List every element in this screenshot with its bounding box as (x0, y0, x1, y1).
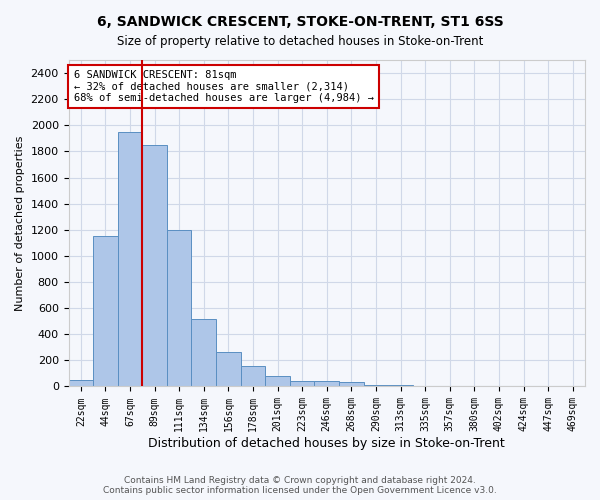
Bar (314, 380, 339, 386)
Bar (142, 145, 167, 386)
Text: 6, SANDWICK CRESCENT, STOKE-ON-TRENT, ST1 6SS: 6, SANDWICK CRESCENT, STOKE-ON-TRENT, ST… (97, 15, 503, 29)
Bar (118, 132, 142, 386)
Bar (265, 376, 290, 386)
Bar (364, 385, 388, 386)
Y-axis label: Number of detached properties: Number of detached properties (15, 136, 25, 311)
X-axis label: Distribution of detached houses by size in Stoke-on-Trent: Distribution of detached houses by size … (148, 437, 505, 450)
Text: Contains HM Land Registry data © Crown copyright and database right 2024.
Contai: Contains HM Land Registry data © Crown c… (103, 476, 497, 495)
Bar (68, 380, 93, 386)
Bar (216, 352, 241, 386)
Text: Size of property relative to detached houses in Stoke-on-Trent: Size of property relative to detached ho… (117, 35, 483, 48)
Bar (241, 366, 265, 386)
Bar (339, 382, 364, 386)
Bar (93, 236, 118, 386)
Text: 6 SANDWICK CRESCENT: 81sqm
← 32% of detached houses are smaller (2,314)
68% of s: 6 SANDWICK CRESCENT: 81sqm ← 32% of deta… (74, 70, 374, 103)
Bar (191, 318, 216, 386)
Bar (167, 230, 191, 386)
Bar (290, 380, 314, 386)
Bar (388, 384, 413, 386)
